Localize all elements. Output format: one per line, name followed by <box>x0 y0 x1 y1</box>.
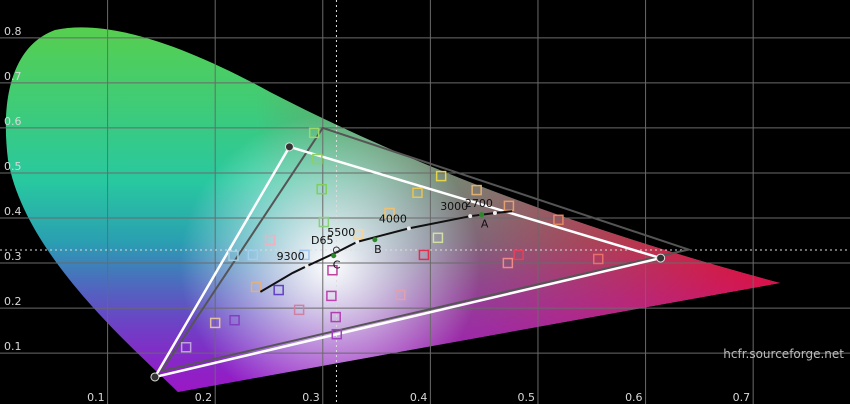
saturation-point <box>229 314 240 326</box>
gamut-vertex <box>656 253 666 263</box>
credit: hcfr.sourceforge.net <box>723 347 844 361</box>
saturation-point <box>308 127 320 139</box>
cct-label: 3000 <box>440 200 468 213</box>
saturation-point <box>209 317 221 329</box>
saturation-point <box>503 200 515 212</box>
x-tick-label: 0.1 <box>87 391 105 404</box>
cct-point <box>406 226 411 231</box>
y-tick-label: 0.3 <box>4 250 22 263</box>
saturation-point <box>412 187 423 199</box>
gamut <box>152 145 666 379</box>
saturation-point <box>318 216 330 228</box>
saturation-point <box>592 253 604 265</box>
saturation-point <box>327 264 338 276</box>
illuminant-label: A <box>481 218 489 231</box>
saturation-point <box>435 170 447 182</box>
illuminant-label: B <box>374 243 382 256</box>
y-tick-label: 0.2 <box>4 295 22 308</box>
saturation-point <box>228 250 239 262</box>
cct-label: 2700 <box>465 197 493 210</box>
x-tick-label: 0.5 <box>517 391 535 404</box>
saturation-point <box>264 234 276 246</box>
saturation-point <box>432 232 444 244</box>
saturation-point <box>316 183 327 195</box>
saturation-point <box>250 281 262 293</box>
y-tick-label: 0.5 <box>4 160 22 173</box>
cct-label: 4000 <box>379 212 407 225</box>
cct-label: 5500 <box>327 226 355 239</box>
y-tick-label: 0.8 <box>4 25 22 38</box>
white-point <box>332 246 340 254</box>
saturation-point <box>384 207 395 219</box>
saturation-point <box>247 249 259 261</box>
saturation-point <box>353 228 364 240</box>
x-tick-label: 0.6 <box>625 391 643 404</box>
saturation-point <box>513 249 524 261</box>
illuminant-point <box>331 253 337 259</box>
x-tick-label: 0.3 <box>302 391 320 404</box>
saturation-point <box>553 214 564 226</box>
saturation-point <box>471 184 482 196</box>
saturation-point <box>312 153 323 165</box>
x-tick-label: 0.4 <box>410 391 428 404</box>
cct-point <box>492 211 497 216</box>
reference-gamut <box>159 126 693 373</box>
saturation-point <box>395 289 406 301</box>
illuminant-point <box>479 212 485 218</box>
saturation-point <box>180 342 192 353</box>
saturation-point <box>418 249 430 261</box>
gamut-vertex <box>284 142 294 152</box>
cct-point <box>355 239 360 244</box>
saturation-point <box>299 249 310 261</box>
gamut-vertex <box>150 372 160 382</box>
saturation-point <box>330 311 341 323</box>
x-tick-label: 0.2 <box>195 391 213 404</box>
white-point-label: D65 <box>311 234 333 247</box>
y-tick-label: 0.1 <box>4 340 22 353</box>
cct-point <box>468 214 473 219</box>
y-tick-label: 0.4 <box>4 205 22 218</box>
saturation-point <box>293 304 305 316</box>
y-tick-label: 0.7 <box>4 70 22 83</box>
x-tick-label: 0.7 <box>733 391 751 404</box>
y-tick-label: 0.6 <box>4 115 22 128</box>
cct-point <box>304 264 309 269</box>
illuminant-label: C <box>333 259 341 272</box>
saturation-point <box>502 257 514 269</box>
illuminant-point <box>372 237 378 243</box>
saturation-point <box>331 328 343 340</box>
cct-label: 9300 <box>277 250 305 263</box>
saturation-point <box>273 284 284 296</box>
saturation-point <box>326 290 337 302</box>
